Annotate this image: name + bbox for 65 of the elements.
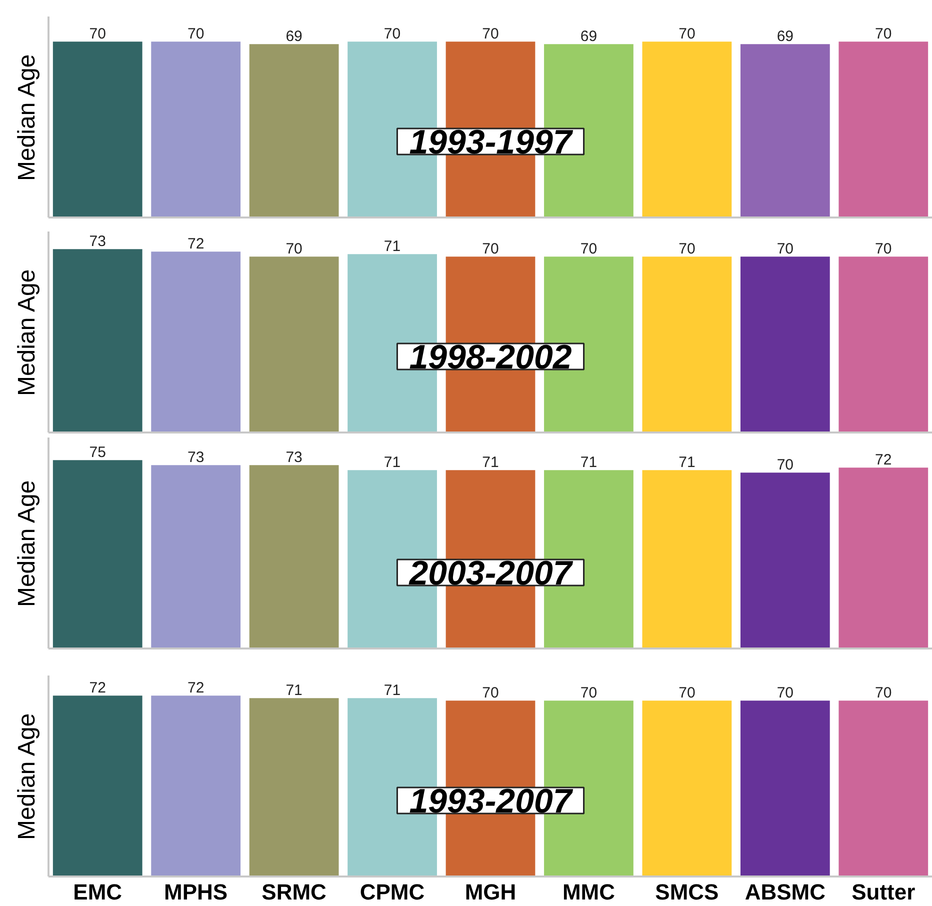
y-axis-title: Median Age [14,269,40,396]
data-label: 72 [187,236,204,253]
bar [52,460,142,648]
data-label: 70 [875,26,892,43]
data-label: 70 [482,26,499,43]
x-tick-label: SRMC [262,880,327,904]
data-label: 75 [89,444,106,462]
text: 1993-1997 [409,124,574,162]
data-label: 69 [580,28,598,46]
data-label: 69 [776,28,794,46]
x-tick-label: SMCS [655,880,719,904]
y-axis-title: Median Age [14,713,40,840]
data-label: 72 [875,452,892,469]
bar [838,468,928,648]
data-label: 70 [89,26,106,43]
x-tick-label: Sutter [852,880,916,904]
bar [249,256,339,432]
bar [52,249,142,432]
data-label: 72 [187,680,204,697]
y-axis-title: Median Age [14,480,40,608]
data-label: 70 [776,456,794,474]
text: 2003-2007 [408,554,574,593]
bar [642,256,732,432]
x-tick-label: MMC [562,880,616,904]
data-label: 71 [482,454,499,472]
y-axis-title: Median Age [14,54,40,182]
data-label: 70 [875,684,892,702]
x-tick-label: ABSMC [744,880,826,904]
data-label: 73 [89,233,106,250]
data-label: 70 [187,26,204,43]
data-label: 70 [678,684,696,702]
data-label: 70 [776,684,794,702]
data-label: 70 [580,240,598,258]
bar [151,465,241,648]
bar [838,256,928,432]
data-label: 72 [89,680,106,697]
text: 1998-2002 [409,338,572,376]
data-label: 70 [482,684,499,702]
data-label: 71 [580,454,598,472]
x-tick-label: EMC [73,880,122,904]
data-label: 71 [384,682,401,700]
x-tick-label: MPHS [164,880,228,904]
data-label: 71 [678,454,696,472]
data-label: 70 [875,240,892,258]
bar [151,252,241,432]
data-label: 71 [286,682,302,700]
data-label: 71 [384,238,401,256]
data-label: 70 [678,240,696,258]
text: 1993-2007 [409,782,574,820]
x-tick-label: MGH [464,880,516,904]
data-label: 70 [678,26,696,43]
data-label: 73 [286,449,302,466]
data-label: 70 [580,684,598,702]
data-label: 70 [384,26,401,43]
bar [249,465,339,648]
bar [740,256,830,432]
data-label: 70 [286,240,302,258]
data-label: 69 [286,28,302,46]
bar [740,472,830,648]
data-label: 73 [187,449,204,466]
data-label: 70 [776,240,794,258]
data-label: 70 [482,240,499,258]
x-tick-label: CPMC [360,880,425,904]
data-label: 71 [384,454,401,472]
bar [642,470,732,648]
